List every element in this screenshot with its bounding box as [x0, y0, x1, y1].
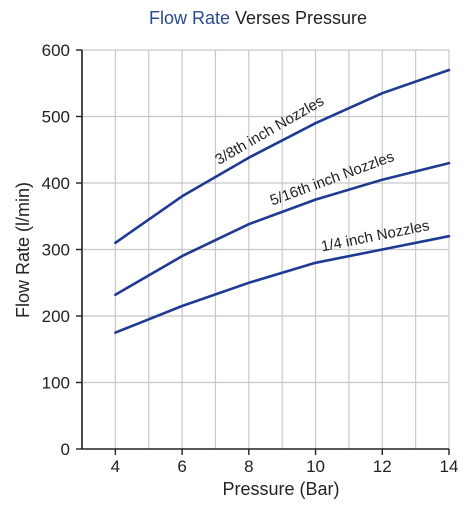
series-lines [114, 68, 451, 334]
x-tick-label: 4 [111, 457, 120, 476]
x-tick-label: 12 [373, 457, 392, 476]
y-axis-title: Flow Rate (l/min) [13, 182, 33, 318]
series-line-1 [114, 68, 451, 245]
y-tick-label: 100 [42, 374, 70, 393]
series-label-1: 3/8th inch Nozzles [212, 93, 327, 169]
y-tick-label: 300 [42, 241, 70, 260]
chart-title-prefix: Flow Rate [149, 8, 230, 28]
series-line-2 [114, 161, 451, 297]
x-tick-label: 14 [440, 457, 459, 476]
y-tick-label: 0 [61, 440, 70, 459]
x-tick-label: 6 [177, 457, 186, 476]
chart-title: Flow Rate Verses Pressure [149, 8, 367, 28]
y-tick-label: 500 [42, 108, 70, 127]
y-tick-label: 400 [42, 174, 70, 193]
y-tick-label: 200 [42, 307, 70, 326]
x-axis-title: Pressure (Bar) [222, 479, 339, 499]
tick-labels: 0 100 200 300 400 500 600 4 6 8 10 12 14 [42, 41, 459, 476]
grid [81, 49, 450, 449]
x-tick-label: 8 [244, 457, 253, 476]
chart-title-suffix: Verses Pressure [230, 8, 367, 28]
axes [76, 49, 450, 455]
y-tick-label: 600 [42, 41, 70, 60]
x-tick-label: 10 [306, 457, 325, 476]
series-line-3 [114, 234, 451, 334]
series-label-2: 5/16th inch Nozzles [268, 148, 397, 209]
